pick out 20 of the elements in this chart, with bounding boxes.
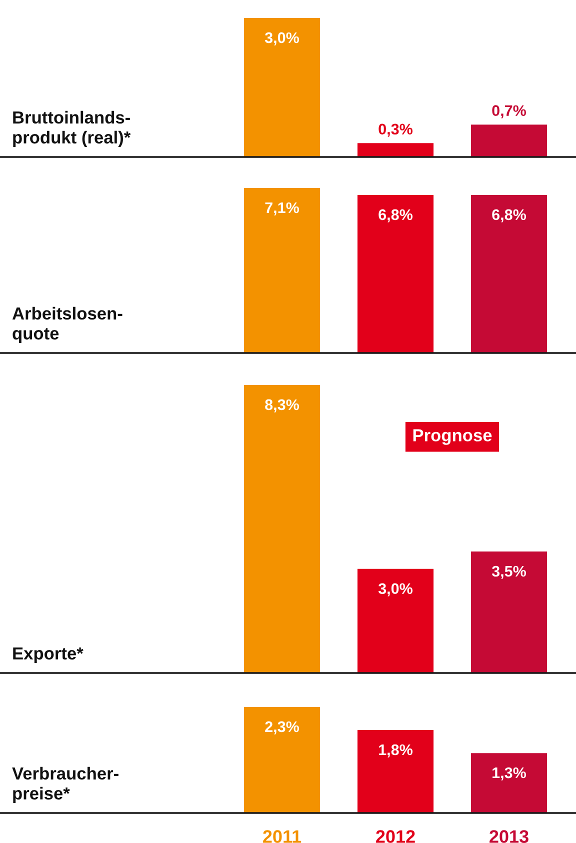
data-label: 3,0% <box>264 32 300 46</box>
data-label: 0,7% <box>492 105 526 118</box>
x-tick-label: 2011 <box>263 830 302 843</box>
y-axis-title: Arbeitslosen- quote <box>12 306 122 343</box>
annotation: Prognose <box>413 429 492 445</box>
x-tick-label: 2013 <box>490 830 528 843</box>
data-label: 8,3% <box>265 399 300 412</box>
data-label: 6,8% <box>378 209 413 222</box>
data-label: 1,3% <box>492 767 526 780</box>
y-axis-title: Exporte* <box>13 647 84 663</box>
x-tick-label: 2012 <box>376 830 415 843</box>
y-axis-title: Bruttoinlands- produkt (real)* <box>13 110 131 147</box>
data-label: 1,8% <box>379 744 413 758</box>
data-label: 6,8% <box>492 209 526 222</box>
y-axis-title: Verbraucher- preise* <box>12 766 118 803</box>
data-label: 0,3% <box>378 124 413 137</box>
data-label: 3,0% <box>378 583 413 596</box>
data-label: 3,5% <box>492 566 526 579</box>
data-label: 2,3% <box>265 721 300 734</box>
data-label: 7,1% <box>265 202 300 216</box>
